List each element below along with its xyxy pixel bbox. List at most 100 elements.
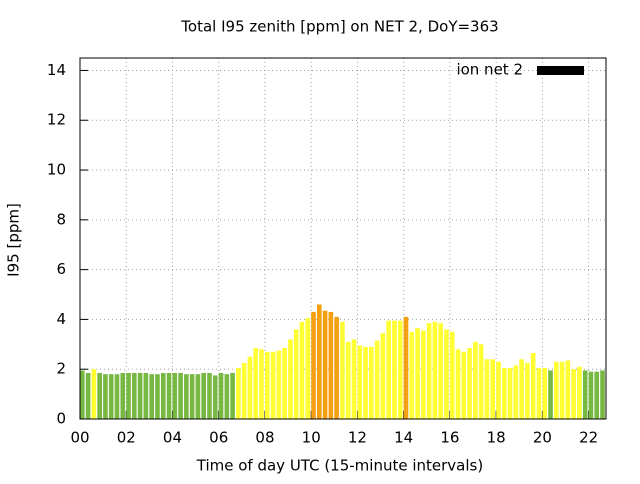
bar: [184, 374, 189, 419]
y-tick-label: 8: [56, 210, 66, 228]
bar: [582, 370, 588, 419]
bar: [230, 372, 235, 419]
bar: [490, 359, 496, 419]
x-tick-label: 18: [487, 429, 506, 447]
bar: [369, 346, 374, 419]
bar: [334, 316, 339, 419]
bar: [270, 351, 276, 419]
bar: [571, 369, 576, 419]
bar: [160, 372, 166, 419]
bar: [218, 372, 224, 419]
bar: [415, 328, 420, 419]
bar: [305, 318, 311, 419]
bar: [299, 321, 305, 419]
bar: [461, 351, 467, 419]
bar: [484, 359, 490, 419]
bar: [496, 361, 501, 419]
bar: [97, 372, 102, 419]
x-tick-label: 20: [533, 429, 552, 447]
x-tick-label: 22: [579, 429, 598, 447]
bar: [374, 340, 380, 419]
x-tick-label: 10: [302, 429, 321, 447]
bar: [195, 374, 201, 419]
x-tick-label: 14: [394, 429, 413, 447]
bar: [207, 372, 212, 419]
bar: [438, 323, 443, 419]
bar: [288, 339, 293, 419]
bar: [178, 372, 183, 419]
bar: [588, 371, 594, 419]
bar: [565, 360, 571, 419]
bar: [166, 372, 172, 419]
bar: [363, 346, 368, 419]
bar: [189, 374, 195, 419]
bar: [449, 331, 455, 419]
bar: [201, 372, 207, 419]
bar: [259, 349, 264, 419]
y-axis-label: I95 [ppm]: [5, 203, 23, 277]
bar: [478, 344, 484, 419]
bar: [276, 350, 282, 419]
bar: [155, 374, 160, 419]
bar: [282, 348, 287, 419]
bar: [455, 349, 461, 419]
bar: [120, 372, 126, 419]
bar: [559, 361, 565, 419]
bar: [264, 351, 270, 419]
bar: [311, 311, 316, 419]
bar: [473, 341, 478, 419]
bar: [530, 353, 536, 419]
bar: [392, 320, 397, 419]
y-tick-label: 10: [47, 161, 66, 179]
x-tick-label: 08: [255, 429, 274, 447]
bar: [426, 323, 432, 419]
bar: [236, 367, 241, 419]
y-tick-label: 14: [47, 61, 66, 79]
bar: [351, 339, 357, 419]
bar: [293, 329, 299, 419]
bar: [421, 330, 426, 419]
legend-swatch: [537, 66, 584, 75]
bar: [108, 374, 114, 419]
bar: [132, 372, 137, 419]
bar: [553, 361, 559, 419]
bar: [241, 362, 247, 419]
chart-title: Total I95 zenith [ppm] on NET 2, DoY=363: [180, 18, 498, 36]
bar: [328, 311, 334, 419]
bar: [340, 321, 345, 419]
x-tick-label: 02: [117, 429, 136, 447]
bar: [548, 370, 553, 419]
y-tick-label: 4: [56, 310, 66, 328]
y-tick-label: 6: [56, 260, 66, 278]
bar: [397, 320, 403, 419]
y-tick-label: 0: [56, 410, 66, 428]
bar: [114, 374, 120, 419]
bar: [80, 370, 85, 419]
bar: [577, 366, 582, 419]
bar: [409, 331, 415, 419]
bar: [103, 374, 108, 419]
bar: [149, 374, 154, 419]
bar: [403, 316, 409, 419]
bar: [126, 372, 131, 419]
bar: [386, 320, 391, 419]
bar: [501, 367, 507, 419]
bar: [85, 372, 91, 419]
bar: [600, 370, 605, 419]
bar: [91, 369, 97, 419]
bar: [513, 365, 519, 419]
plot-frame: [79, 57, 607, 420]
bar: [345, 341, 351, 419]
x-tick-label: 06: [209, 429, 228, 447]
legend-label: ion net 2: [456, 61, 523, 79]
bar: [380, 333, 386, 419]
x-tick-label: 04: [163, 429, 182, 447]
bar: [467, 348, 472, 419]
bar: [224, 374, 230, 419]
bar: [536, 367, 542, 419]
bar: [444, 329, 449, 419]
bar: [542, 367, 548, 419]
bar: [253, 348, 259, 419]
bar: [322, 310, 328, 419]
